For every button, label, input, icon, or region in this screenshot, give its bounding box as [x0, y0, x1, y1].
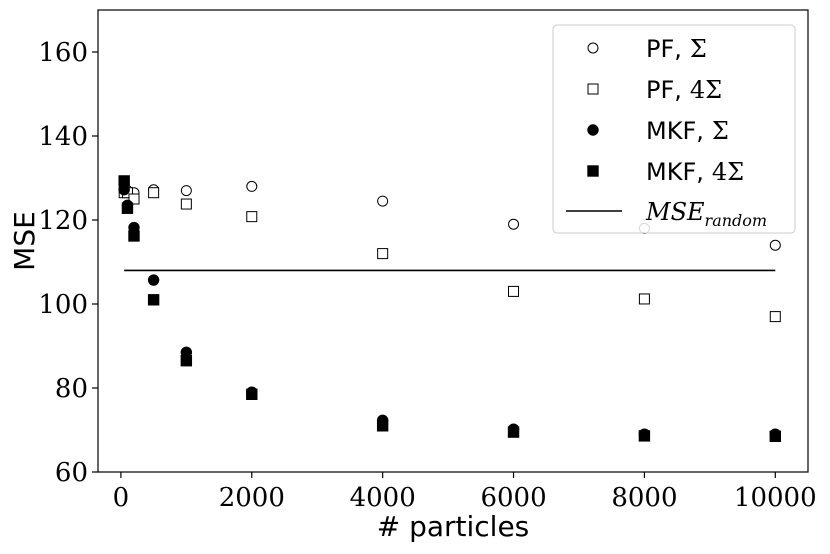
x-tick-label: 0 — [113, 483, 130, 513]
legend-math: 4Σ — [690, 76, 722, 104]
y-tick-label: 60 — [55, 458, 88, 488]
legend-entry-reference: MSErandom — [645, 198, 767, 230]
legend-math: Σ — [690, 35, 707, 63]
data-point — [769, 311, 781, 323]
legend-marker — [587, 42, 599, 54]
legend-entry: MKF, Σ — [646, 117, 729, 145]
legend-entry: PF, Σ — [646, 35, 707, 63]
data-point — [128, 230, 140, 242]
data-point — [147, 274, 160, 286]
y-axis-ticks: 60 80 100 120 140 160 — [38, 38, 98, 488]
y-axis-title: MSE — [8, 211, 41, 271]
legend-marker — [587, 83, 599, 95]
legend-label-sub: random — [705, 211, 768, 230]
x-tick-label: 10000 — [734, 483, 817, 513]
data-point — [180, 198, 192, 210]
data-point — [377, 195, 389, 207]
legend-entry: PF, 4Σ — [646, 76, 722, 104]
plot-area — [97, 9, 809, 473]
y-tick-label: 120 — [38, 206, 88, 236]
data-point — [246, 180, 258, 192]
x-tick-label: 6000 — [480, 483, 546, 513]
data-point — [508, 285, 520, 297]
legend-entry: MKF, 4Σ — [646, 158, 744, 186]
data-point — [376, 420, 389, 432]
x-tick-label: 4000 — [350, 483, 416, 513]
x-axis-ticks: 0 2000 4000 6000 8000 10000 — [113, 472, 817, 513]
x-tick-label: 8000 — [611, 483, 677, 513]
data-point — [121, 202, 134, 214]
data-point — [507, 426, 520, 438]
y-tick-label: 80 — [55, 374, 88, 404]
legend-math: Σ — [712, 117, 729, 145]
legend-label: MKF, — [646, 117, 704, 145]
data-point — [769, 239, 781, 251]
data-point — [638, 430, 651, 442]
y-tick-label: 100 — [38, 290, 88, 320]
legend-math: 4Σ — [712, 158, 744, 186]
data-point — [246, 388, 258, 401]
legend-label-main: MSE — [645, 198, 705, 226]
data-point — [377, 248, 389, 260]
legend-marker — [587, 165, 599, 177]
series-3 — [118, 175, 781, 443]
y-tick-label: 160 — [38, 38, 88, 68]
legend-box — [552, 24, 796, 234]
data-point — [147, 294, 160, 306]
plot-frame — [97, 9, 809, 473]
legend-label: PF, — [646, 76, 682, 104]
legend-marker — [587, 124, 599, 136]
data-point — [180, 355, 193, 367]
data-point — [118, 175, 130, 187]
data-point — [769, 430, 781, 443]
data-point — [638, 293, 650, 305]
data-point — [246, 211, 258, 223]
data-point — [180, 185, 192, 197]
data-point — [508, 218, 520, 230]
y-tick-label: 140 — [38, 122, 88, 152]
legend-label: MKF, — [646, 158, 704, 186]
data-point — [148, 187, 160, 199]
legend-label: PF, — [646, 35, 682, 63]
x-axis-title: # particles — [377, 510, 530, 543]
data-point — [128, 193, 140, 205]
x-tick-label: 2000 — [219, 483, 285, 513]
